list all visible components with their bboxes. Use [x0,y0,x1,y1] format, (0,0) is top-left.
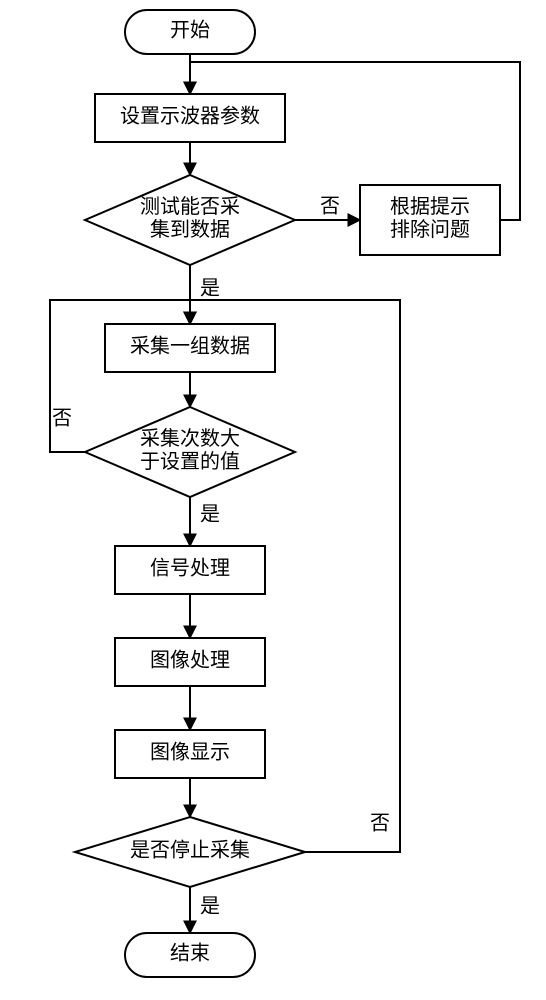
node-set_params: 设置示波器参数 [95,94,285,142]
node-label-count_gt-0: 采集次数大 [140,427,240,450]
node-label-count_gt-1: 于设置的值 [140,450,240,473]
node-image_proc: 图像处理 [115,638,265,686]
edge-label-count_gt-collect: 否 [52,408,72,430]
edge-label-stop_acq-collect: 否 [370,813,390,835]
node-stop_acq: 是否停止采集 [75,817,305,887]
node-end: 结束 [125,933,255,977]
node-label-set_params-0: 设置示波器参数 [120,105,260,128]
node-label-image_disp-0: 图像显示 [150,741,230,764]
node-image_disp: 图像显示 [115,730,265,778]
edge-label-test_acq-troubleshoot: 否 [320,196,340,218]
node-label-troubleshoot-1: 排除问题 [390,218,470,241]
node-label-troubleshoot-0: 根据提示 [390,195,470,218]
edge-label-stop_acq-end: 是 [200,896,220,918]
node-label-start-0: 开始 [170,19,210,42]
node-count_gt: 采集次数大于设置的值 [85,407,295,497]
node-start: 开始 [125,10,255,54]
edge-label-test_acq-collect: 是 [200,278,220,300]
edge-label-count_gt-signal: 是 [200,504,220,526]
node-label-end-0: 结束 [170,942,210,965]
node-signal: 信号处理 [115,546,265,594]
node-label-test_acq-0: 测试能否采 [140,195,240,218]
node-label-image_proc-0: 图像处理 [150,649,230,672]
node-test_acq: 测试能否采集到数据 [85,175,295,265]
flowchart-diagram: 是否是否是否开始设置示波器参数测试能否采集到数据根据提示排除问题采集一组数据采集… [0,0,546,1000]
node-collect: 采集一组数据 [105,324,275,372]
node-label-test_acq-1: 集到数据 [150,218,230,241]
node-label-stop_acq-0: 是否停止采集 [130,839,250,862]
node-label-collect-0: 采集一组数据 [130,335,250,358]
node-troubleshoot: 根据提示排除问题 [360,185,500,255]
node-label-signal-0: 信号处理 [150,557,230,580]
